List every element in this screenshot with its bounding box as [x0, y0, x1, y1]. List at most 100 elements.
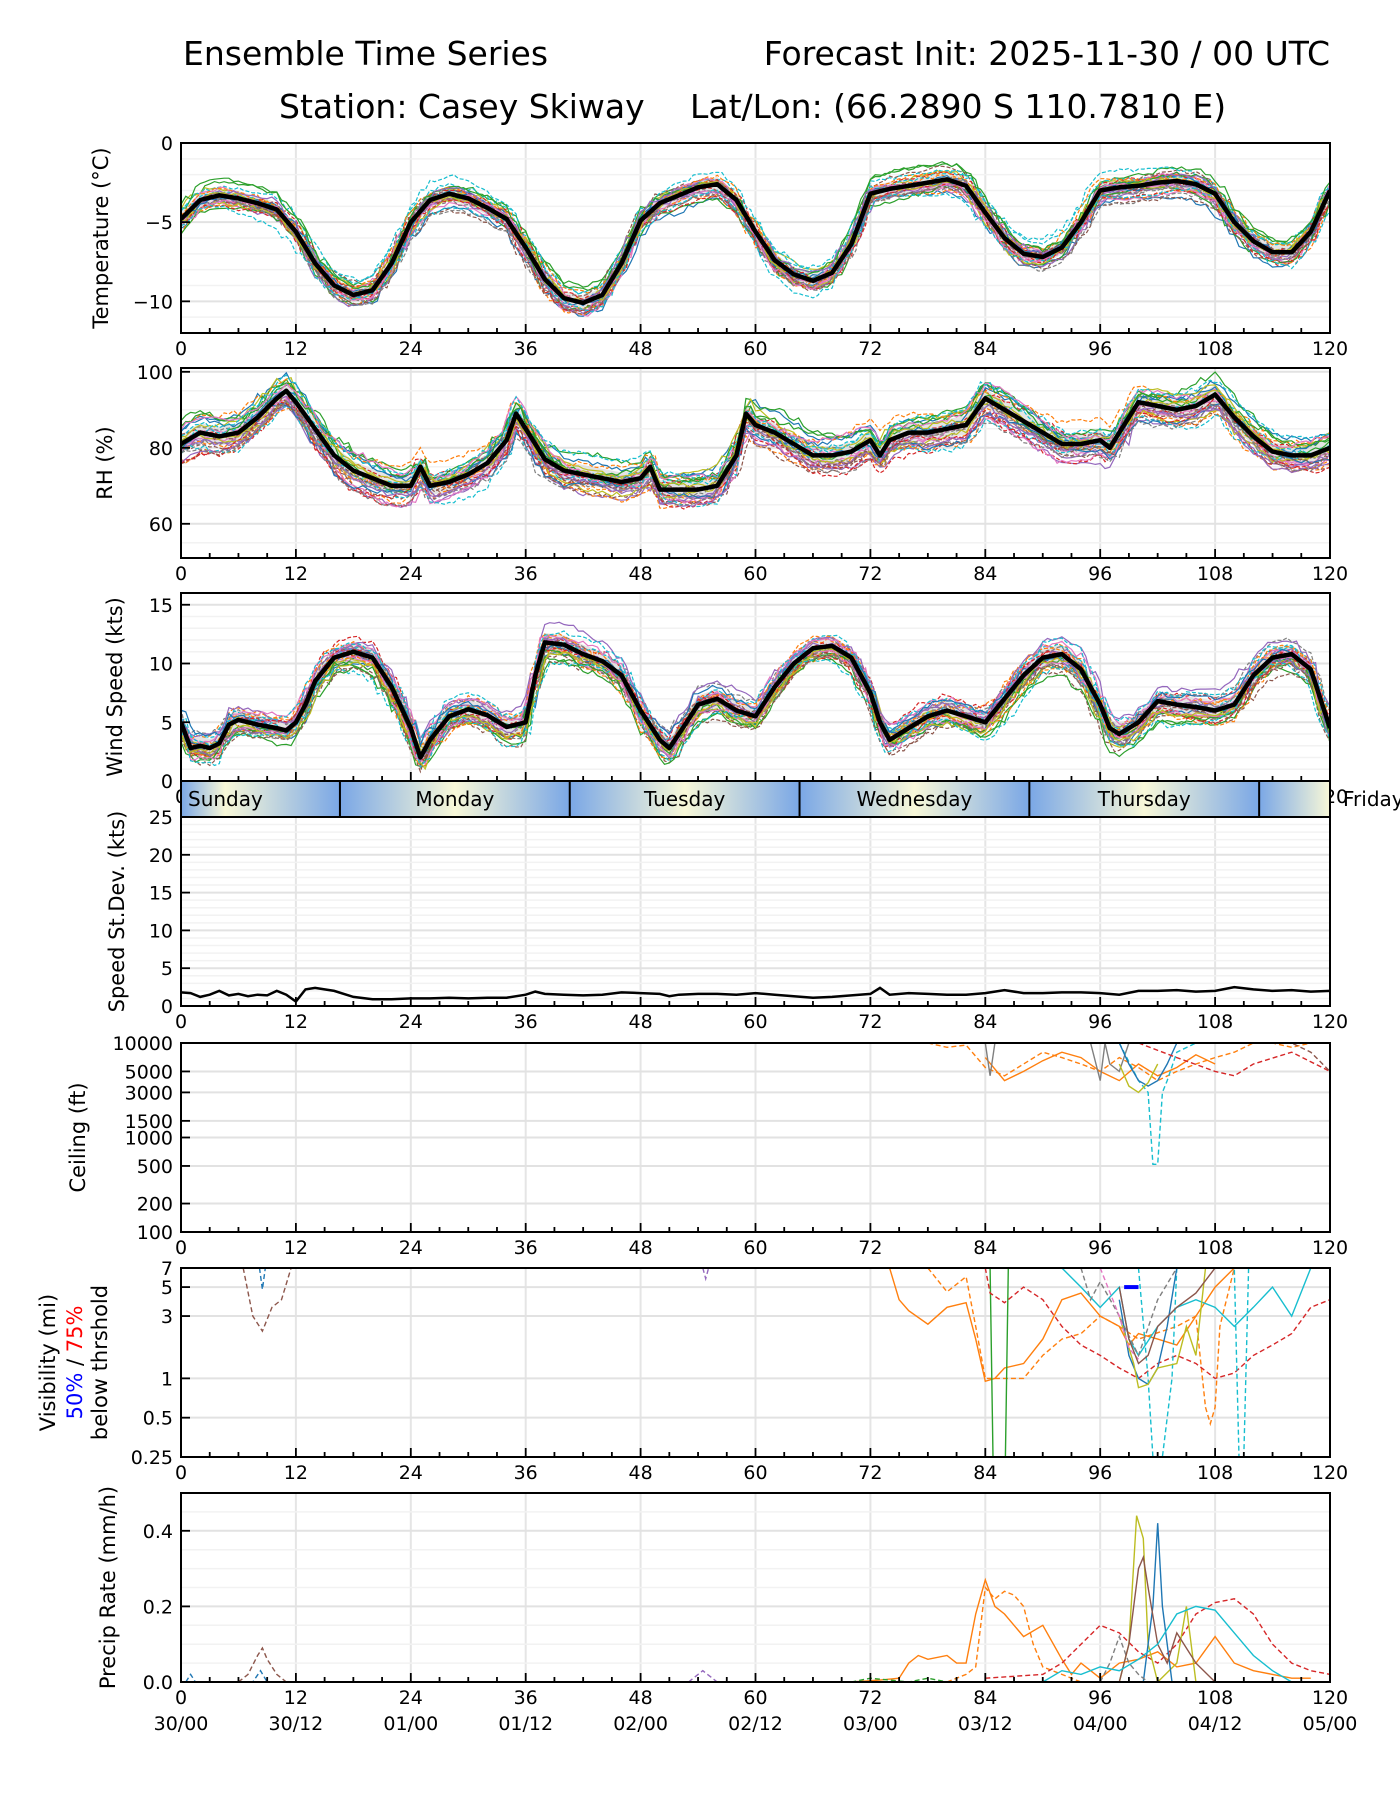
panel-wind-speed: 01224364860728496108120051015Wind Speed …: [103, 592, 1348, 808]
x-tick-label: 108: [1197, 1011, 1233, 1033]
x-tick-label: 84: [973, 1011, 997, 1033]
member-line: [1099, 1268, 1140, 1360]
member-line: [984, 1051, 1216, 1082]
y-axis-label: Speed St.Dev. (kts): [105, 811, 129, 1013]
x-tick-label: 72: [858, 1462, 882, 1484]
day-label: Wednesday: [857, 787, 973, 811]
x-tick-label: 120: [1312, 563, 1348, 585]
x-axis: 0 30/00 12 30/12 24 01/00 36 01/12 48 02/00 60 02/1…: [154, 1673, 1358, 1735]
x-tick-label: 0: [175, 1687, 187, 1709]
y-tick-label: 5: [161, 958, 173, 980]
y-tick-label: 100: [137, 1222, 173, 1244]
y-tick-label: 0.4: [143, 1521, 173, 1543]
y-tick-label: 3: [161, 1306, 173, 1328]
member-line: [1118, 1063, 1159, 1094]
y-axis: 0 5 10 15: [149, 595, 190, 793]
y-tick-label: 20: [149, 845, 173, 867]
x-tick-label: 36: [514, 1011, 538, 1033]
day-label: Sunday: [188, 787, 263, 811]
y-tick-label: 60: [149, 514, 173, 536]
x-tick-label: 96: [1088, 1011, 1112, 1033]
x-tick-label-valid-time: 05/00: [1303, 1713, 1358, 1735]
ensemble-mean-line: [181, 177, 1330, 306]
x-tick-label: 120: [1312, 1462, 1348, 1484]
y-axis-label: RH (%): [93, 426, 117, 499]
x-tick-label: 12: [284, 1237, 308, 1259]
x-tick-label: 120: [1312, 1237, 1348, 1259]
y-axis-label: Wind Speed (kts): [103, 597, 127, 777]
stdev-line: [181, 985, 1330, 1004]
member-line: [989, 1268, 1009, 1457]
x-tick-label: 60: [743, 563, 767, 585]
x-tick-label: 72: [858, 338, 882, 360]
y-tick-label: 0.5: [143, 1408, 173, 1430]
x-tick-label: 84: [973, 1687, 997, 1709]
member-line: [242, 1268, 292, 1333]
x-tick-label-valid-time: 30/12: [269, 1713, 324, 1735]
x-axis: 0 12 24 36 48 60 72 84 96 108 120: [175, 324, 1348, 360]
x-tick-label: 84: [973, 1462, 997, 1484]
member-line: [851, 1577, 1311, 1682]
y-tick-label: 500: [137, 1156, 173, 1178]
x-axis: 0 12 24 36 48 60 72 84 96 108 120: [175, 1448, 1348, 1484]
x-tick-label: 60: [743, 1462, 767, 1484]
member-line: [237, 1646, 287, 1682]
panel-days: Sunday Monday Tuesday Wednesday Thursday Frid…: [180, 780, 1400, 818]
y-axis-label: Temperature (°C): [89, 147, 113, 329]
ensemble-member-line: [181, 382, 1330, 482]
x-tick-label-valid-time: 30/00: [154, 1713, 209, 1735]
x-tick-label: 24: [399, 1011, 423, 1033]
y-axis: 0.25 0.5 1 3 57: [131, 1258, 190, 1469]
x-tick-label: 60: [743, 1011, 767, 1033]
plot-area: [185, 1515, 1330, 1682]
member-line: [927, 1268, 1235, 1427]
x-axis: 0 12 24 36 48 60 72 84 96 108 120: [175, 549, 1348, 585]
x-tick-label: 72: [858, 563, 882, 585]
y-tick-label: 5000: [125, 1061, 173, 1083]
member-line: [185, 1669, 268, 1682]
y-tick-label: 10000: [113, 1033, 173, 1055]
x-tick-label-valid-time: 04/00: [1073, 1713, 1128, 1735]
ensemble-member-line: [181, 166, 1330, 295]
x-tick-label: 0: [175, 1462, 187, 1484]
x-tick-label: 60: [743, 1237, 767, 1259]
x-tick-label: 48: [629, 1462, 653, 1484]
ensemble-member-line: [181, 639, 1330, 765]
x-tick-label: 12: [284, 563, 308, 585]
x-tick-label: 48: [629, 1237, 653, 1259]
ensemble-member-line: [181, 186, 1330, 313]
member-line: [1080, 1268, 1178, 1358]
x-tick-label: 24: [399, 1237, 423, 1259]
x-tick-label: 48: [629, 563, 653, 585]
x-tick-label: 96: [1088, 338, 1112, 360]
x-tick-label: 96: [1088, 1462, 1112, 1484]
panel-temperature: 0 12 24 36 48 60 72 84 96 108 120 0 −5 −10 Temperature…: [89, 133, 1348, 360]
y-tick-label: 5: [161, 712, 173, 734]
member-line: [946, 1585, 1082, 1682]
x-tick-label: 48: [629, 1687, 653, 1709]
title-right: Forecast Init: 2025-11-30 / 00 UTC: [764, 34, 1330, 73]
grid: [180, 592, 1331, 782]
grid: [180, 816, 1331, 1007]
grid: [180, 1042, 1331, 1233]
x-tick-label-valid-time: 04/12: [1188, 1713, 1243, 1735]
x-tick-label: 72: [858, 1687, 882, 1709]
y-tick-label: 200: [137, 1194, 173, 1216]
y-tick-label: 15: [149, 595, 173, 617]
x-tick-label: 96: [1088, 1237, 1112, 1259]
x-tick-label: 84: [973, 563, 997, 585]
member-line: [1137, 1268, 1250, 1457]
x-tick-label: 0: [175, 1237, 187, 1259]
y-axis-label: Precip Rate (mm/h): [96, 1486, 120, 1689]
ensemble-member-line: [181, 634, 1330, 745]
panel-visibility: 0 12 24 36 48 60 72 84 96 108 120 0.25 0.5 1 3 57 Visibi…: [36, 1258, 1348, 1484]
ensemble-member-line: [181, 658, 1330, 769]
y-axis: 0.0 0.2 0.4: [143, 1521, 190, 1694]
x-tick-label: 36: [514, 1237, 538, 1259]
ensemble-mean-line: [181, 640, 1330, 760]
y-axis-label-line: 50% / 75%: [63, 1306, 87, 1420]
ensemble-member-line: [181, 396, 1330, 510]
x-tick-label: 60: [743, 1687, 767, 1709]
x-axis: 0 12 24 36 48 60 72 84 96 108 120: [175, 997, 1348, 1033]
